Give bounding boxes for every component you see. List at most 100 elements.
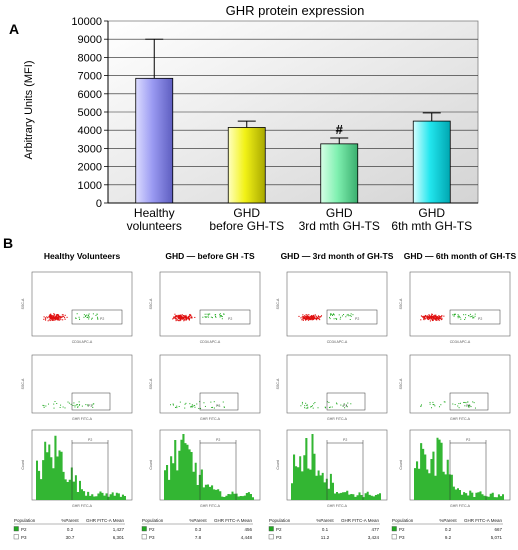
- gate-label: P2: [466, 438, 470, 442]
- population-name: P2: [149, 527, 155, 532]
- gate-label: P2: [100, 317, 104, 321]
- table-header: %Parent: [439, 518, 457, 523]
- flow-plot-r2-c4: SSC-A GHR FITC-A P3: [399, 354, 511, 421]
- flow-y-label: SSC-A: [149, 298, 153, 309]
- flow-plot-r2-c2: SSC-A GHR FITC-A P3: [149, 354, 261, 421]
- table-header: %Parent: [189, 518, 207, 523]
- gate-box: [199, 392, 239, 411]
- y-axis-label: Arbitrary Units (MFI): [23, 61, 35, 160]
- population-swatch: [141, 534, 147, 540]
- panel-b-label: B: [3, 235, 13, 251]
- population-name: P2: [21, 527, 27, 532]
- gate-box: [326, 309, 378, 325]
- gate-label: P2: [478, 317, 482, 321]
- flow-x-label: GHR FITC-A: [72, 504, 93, 508]
- population-swatch: [141, 526, 147, 532]
- gate-label: P3: [343, 404, 347, 408]
- y-tick-label: 5000: [78, 107, 102, 119]
- flow-x-label: CD34 APC-A: [450, 340, 471, 344]
- gate-box: [449, 392, 489, 411]
- bar-3: [320, 143, 359, 204]
- histogram: [414, 437, 504, 500]
- population-name: P3: [399, 535, 405, 540]
- gate-box: [326, 392, 366, 411]
- flow-plot-frame: [286, 271, 388, 337]
- table-header: Population: [392, 518, 414, 523]
- flow-plot-r2-c1: SSC-A GHR FITC-A P3: [21, 354, 133, 421]
- flow-plot-frame: [159, 354, 261, 414]
- population-swatch: [391, 526, 397, 532]
- table-header: %Parent: [316, 518, 334, 523]
- y-tick-label: 6000: [78, 89, 102, 101]
- flow-plot-r1-c4: SSC-A CD34 APC-A P2: [399, 271, 511, 344]
- gate-box: [199, 309, 251, 325]
- table-header: GHR FITC-A Mean: [341, 518, 380, 523]
- population-name: P2: [399, 527, 405, 532]
- population-name: P3: [276, 535, 282, 540]
- flow-y-label: SSC-A: [399, 298, 403, 309]
- gate-label: P2: [343, 438, 347, 442]
- flow-y-label: SSC-A: [149, 378, 153, 389]
- flow-x-label: CD34 APC-A: [72, 340, 93, 344]
- flow-plot-r3-c3: Count GHR FITC-A P2: [276, 429, 388, 508]
- column-title: GHD — 3rd month of GH-TS: [281, 251, 394, 261]
- population-parent: 11.2: [321, 535, 330, 540]
- table-header: GHR FITC-A Mean: [464, 518, 503, 523]
- population-table-2: Population %Parent GHR FITC-A Mean P2 0.3 456…: [141, 518, 253, 540]
- flow-plot-frame: [31, 354, 133, 414]
- flow-plot-r3-c1: Count GHR FITC-A P2: [21, 429, 133, 508]
- y-tick-label: 4000: [78, 125, 102, 137]
- flow-plot-r1-c1: SSC-A CD34 APC-A P2: [21, 271, 133, 344]
- population-name: P2: [276, 527, 282, 532]
- bar-4: [412, 120, 451, 204]
- x-category-label: GHD: [233, 206, 260, 220]
- bar-2: [227, 127, 266, 204]
- gate-label: P2: [88, 438, 92, 442]
- histogram: [291, 434, 381, 500]
- flow-y-label: SSC-A: [21, 298, 25, 309]
- gate-box: [71, 392, 111, 411]
- population-swatch: [13, 534, 19, 540]
- population-parent: 9.2: [445, 535, 452, 540]
- flow-plot-frame: [31, 271, 133, 337]
- gate-label: P2: [216, 438, 220, 442]
- column-title: GHD — before GH -TS: [165, 251, 255, 261]
- column-title: GHD — 6th month of GH-TS: [404, 251, 517, 261]
- x-category-label: Healthy: [134, 206, 175, 220]
- flow-plot-frame: [286, 354, 388, 414]
- flow-x-label: GHR FITC-A: [200, 504, 221, 508]
- table-header: Population: [14, 518, 36, 523]
- population-swatch: [268, 526, 274, 532]
- histogram: [164, 434, 254, 500]
- flow-plot-r2-c3: SSC-A GHR FITC-A P3: [276, 354, 388, 421]
- population-table-1: Population %Parent GHR FITC-A Mean P2 0.2 1,4…: [13, 518, 125, 540]
- y-tick-label: 3000: [78, 143, 102, 155]
- y-tick-label: 2000: [78, 162, 102, 174]
- population-parent: 0.2: [67, 527, 74, 532]
- x-category-label: before GH-TS: [209, 219, 284, 233]
- table-header: Population: [142, 518, 164, 523]
- bars: [135, 77, 451, 204]
- flow-x-label: GHR FITC-A: [450, 504, 471, 508]
- flow-plot-r3-c4: Count GHR FITC-A P2: [399, 429, 511, 508]
- population-swatch: [13, 526, 19, 532]
- gate-label: P3: [88, 404, 92, 408]
- population-mean: 1,427: [113, 527, 125, 532]
- population-mean: 477: [371, 527, 379, 532]
- table-header: GHR FITC-A Mean: [86, 518, 125, 523]
- y-tick-label: 9000: [78, 34, 102, 46]
- flow-plot-r1-c2: SSC-A CD34 APC-A P2: [149, 271, 261, 344]
- population-parent: 0.2: [445, 527, 452, 532]
- histogram: [36, 435, 126, 500]
- table-header: Population: [269, 518, 291, 523]
- gate-label: P2: [228, 317, 232, 321]
- flow-plot-frame: [409, 354, 511, 414]
- x-category-label: 6th mth GH-TS: [391, 219, 472, 233]
- flow-y-label: Count: [149, 460, 153, 469]
- flow-plot-r1-c3: SSC-A CD34 APC-A P2: [276, 271, 388, 344]
- y-tick-label: 1000: [78, 180, 102, 192]
- flow-x-label: GHR FITC-A: [72, 417, 93, 421]
- flow-plot-frame: [159, 271, 261, 337]
